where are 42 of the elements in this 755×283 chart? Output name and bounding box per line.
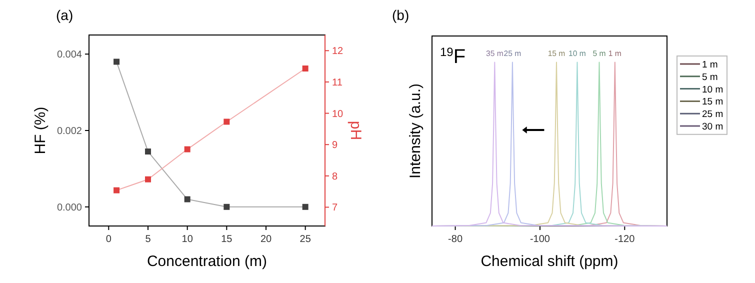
x-axis-title: Concentration (m) [146, 253, 268, 270]
x-tick-label: 20 [260, 234, 272, 245]
y-tick-label: 0.000 [56, 202, 82, 214]
x-tick-label: -80 [448, 234, 463, 245]
point [184, 196, 190, 202]
y2-axis-title: pH [347, 120, 364, 140]
y-axis-title: HF (%) [32, 106, 49, 154]
x-tick-label: -120 [614, 234, 636, 245]
annotation: $^{19}$F [440, 45, 466, 68]
point [224, 204, 230, 210]
text: 10 m [702, 84, 724, 96]
point [302, 66, 308, 72]
text: 1 m [702, 60, 718, 70]
y-tick-label: 0.002 [56, 126, 82, 137]
chart-title: (b) [392, 7, 410, 23]
point [114, 58, 120, 65]
x-tick-label: 10 [182, 234, 194, 245]
y2-tick-label: 10 [332, 108, 344, 120]
text: 25 m [702, 109, 724, 120]
y2-tick-label: 9 [332, 140, 338, 152]
point [114, 187, 120, 194]
x-tick-label: 5 [145, 234, 152, 245]
y-tick-label: 0.004 [56, 50, 82, 61]
point [145, 176, 151, 182]
y-axis-title: Intensity (a.u.) [407, 83, 424, 179]
x-tick-label: 15 [221, 234, 233, 245]
point [224, 118, 230, 125]
x-tick-label: 0 [106, 234, 112, 245]
text: 5 m [702, 72, 718, 83]
point [145, 148, 151, 155]
point [184, 146, 190, 152]
x-axis-title: Chemical shift (ppm) [480, 253, 618, 270]
y2-tick-label: 12 [332, 46, 344, 58]
chart-title: (a) [56, 7, 74, 23]
y2-tick-label: 8 [332, 171, 338, 182]
y2-tick-label: 11 [332, 77, 343, 88]
x-tick-label: 25 [300, 234, 312, 245]
point [302, 204, 308, 210]
x-tick-label: -100 [530, 234, 550, 245]
y2-tick-label: 7 [332, 202, 338, 214]
text: 15 m [702, 96, 724, 108]
text: 30 m [702, 122, 724, 132]
